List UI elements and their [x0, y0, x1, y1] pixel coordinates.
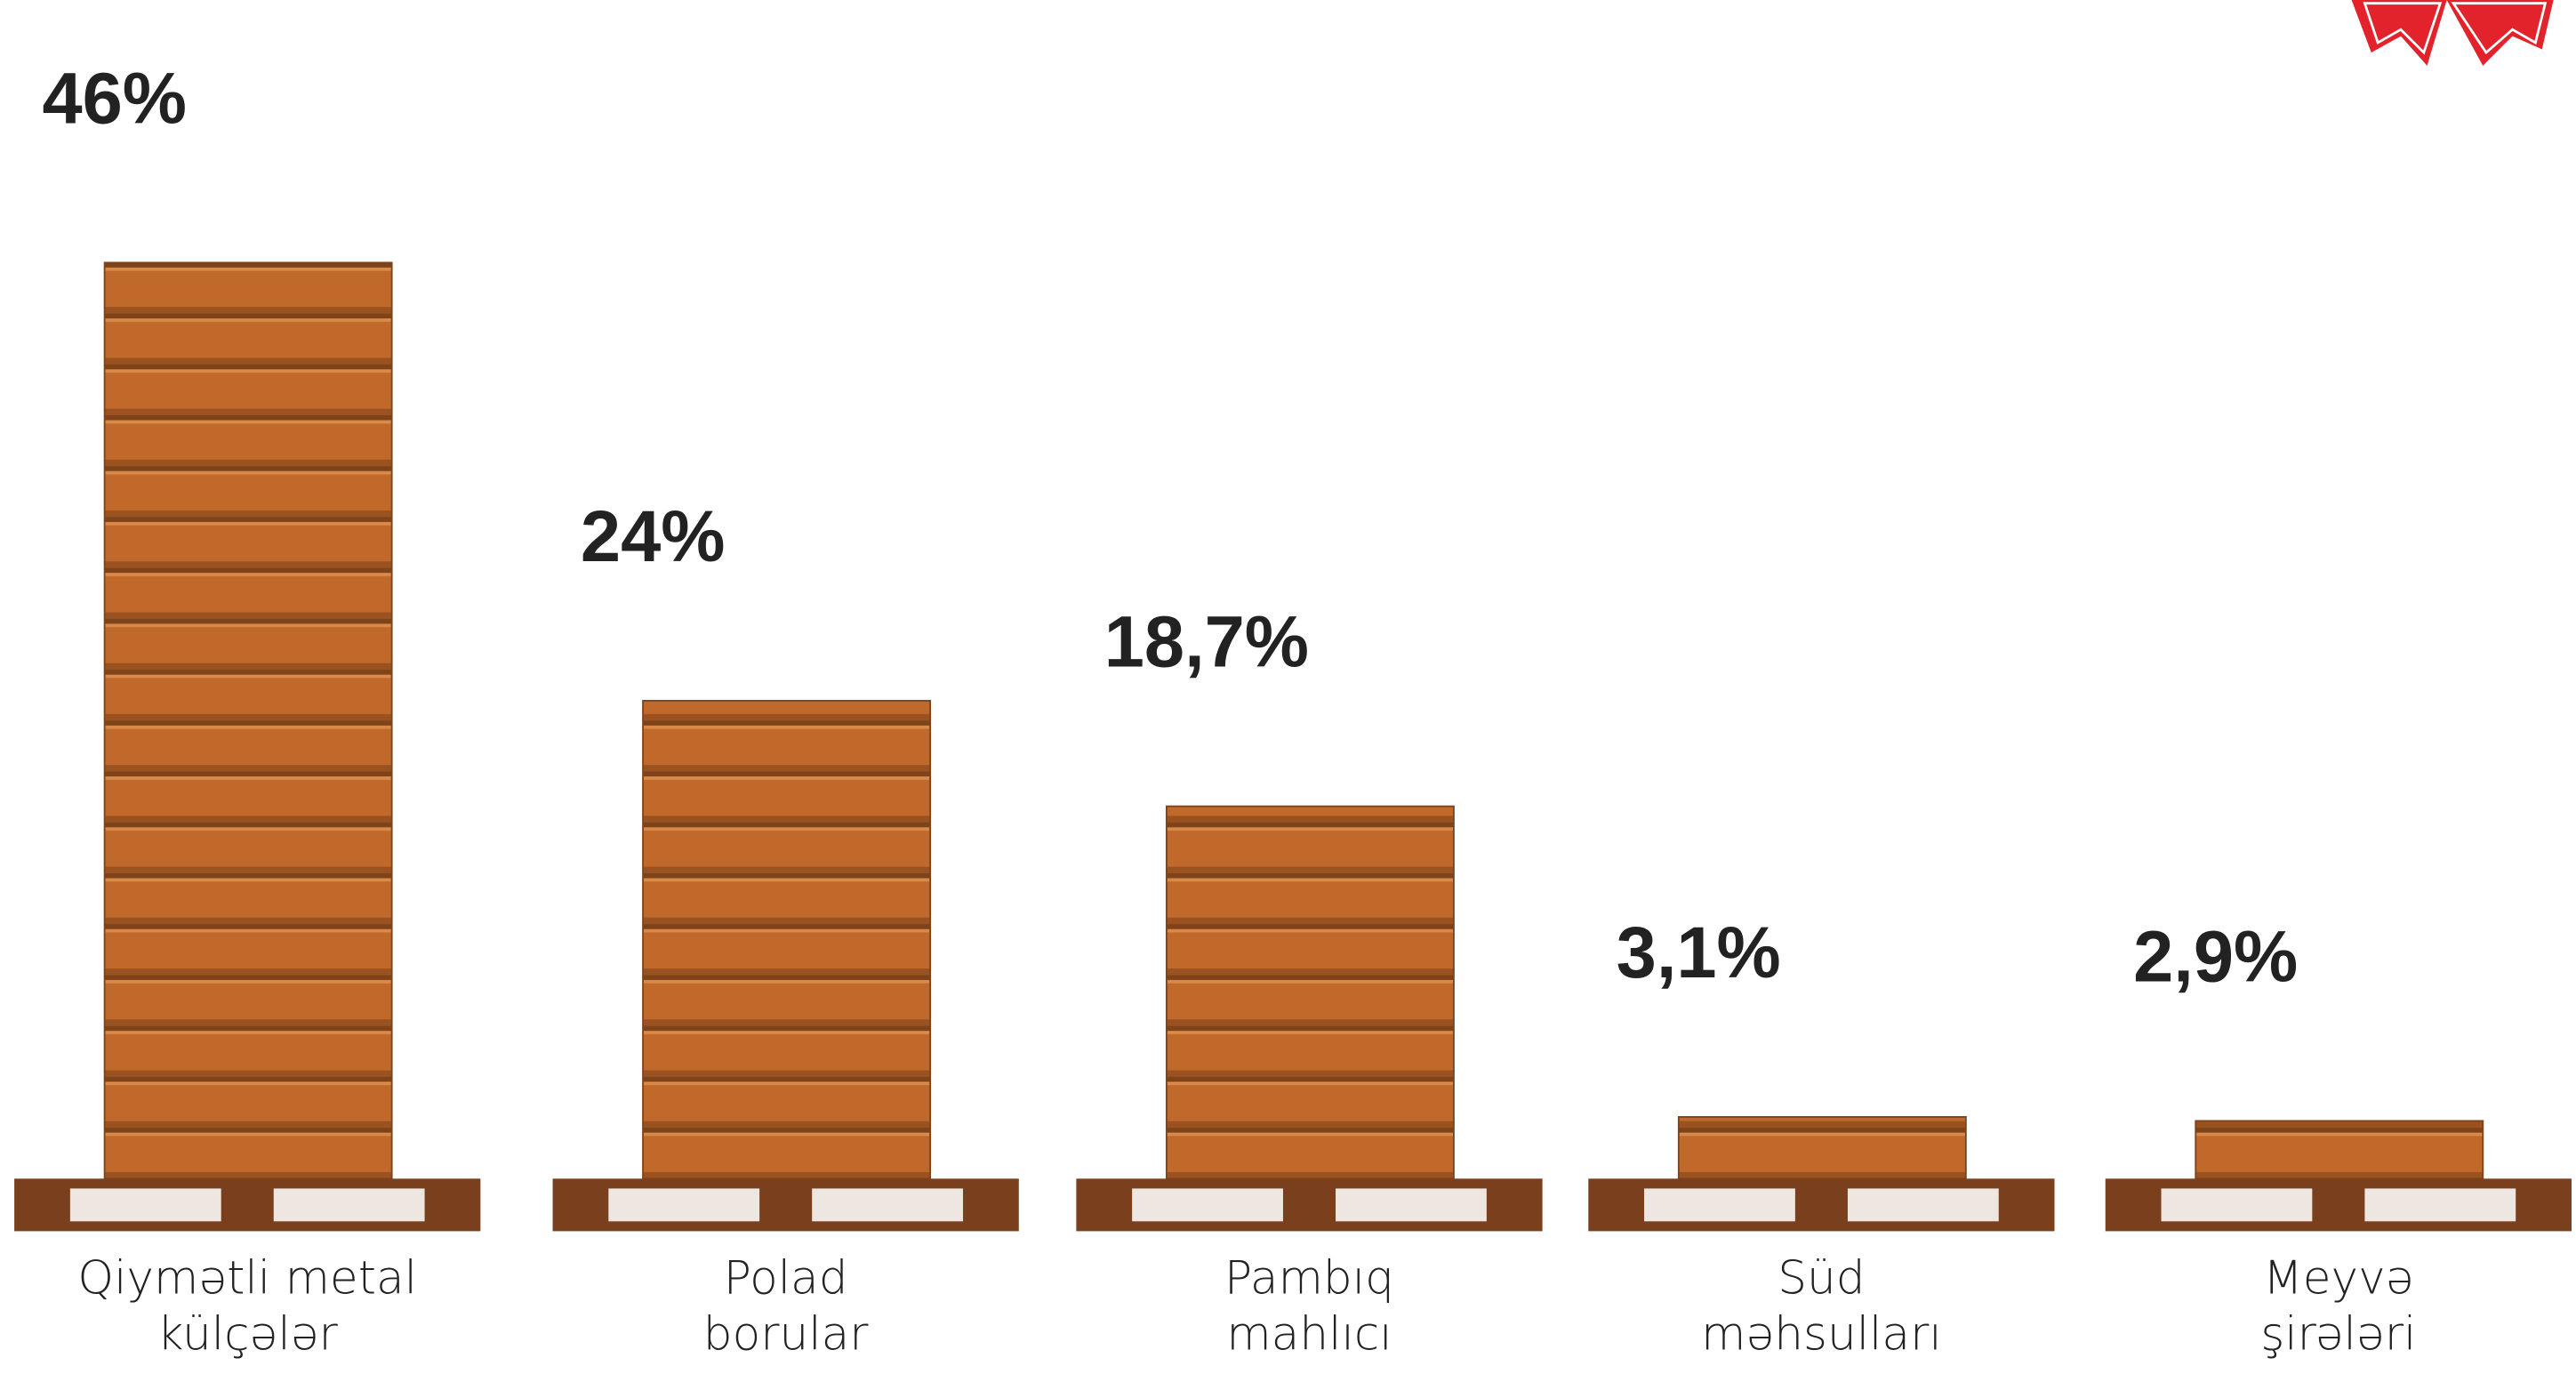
x-tick-label: Qiymətli metal külçələr: [77, 1250, 418, 1362]
crate-stack: [1166, 806, 1454, 1179]
pallet-board: [1132, 1188, 1283, 1222]
x-label-box: Pambıq mahlıcı: [1224, 1250, 1394, 1362]
x-tick-label: Meyvə şirələri: [2260, 1250, 2417, 1362]
x-label-box: Qiymətli metal külçələr: [77, 1250, 418, 1362]
crate-stack: [2195, 1121, 2484, 1179]
pallet-board: [69, 1188, 221, 1222]
crate-edge: [1677, 1116, 1967, 1180]
x-tick-label: Pambıq mahlıcı: [1224, 1250, 1394, 1362]
value-label: 18,7%: [1104, 602, 1309, 683]
x-label-box: Polad borular: [702, 1250, 869, 1362]
crate-stack: [643, 700, 931, 1179]
value-label: 46%: [42, 58, 187, 139]
pallet-board: [812, 1188, 964, 1222]
crate-edge: [103, 261, 393, 1180]
pallet-board: [2161, 1188, 2313, 1222]
pallet-board: [608, 1188, 760, 1222]
x-label-box: Süd məhsulları: [1701, 1250, 1942, 1362]
crate-edge: [642, 700, 932, 1180]
pallet-board: [2364, 1188, 2516, 1222]
pallet-board: [273, 1188, 425, 1222]
ribbon: [2351, 0, 2554, 66]
crate-stack: [104, 262, 392, 1179]
x-tick-label: Polad borular: [702, 1250, 869, 1362]
x-tick-label: Süd məhsulları: [1701, 1250, 1942, 1362]
pallet-board: [1336, 1188, 1487, 1222]
crate-stack: [1678, 1116, 1966, 1179]
value-label: 3,1%: [1617, 912, 1781, 993]
crate-edge: [2195, 1120, 2484, 1180]
pallet-board: [1847, 1188, 1999, 1222]
value-label: 24%: [581, 496, 726, 577]
pallet-board: [1644, 1188, 1795, 1222]
value-label: 2,9%: [2133, 917, 2298, 998]
x-label-box: Meyvə şirələri: [2260, 1250, 2417, 1362]
crate-edge: [1165, 805, 1455, 1180]
